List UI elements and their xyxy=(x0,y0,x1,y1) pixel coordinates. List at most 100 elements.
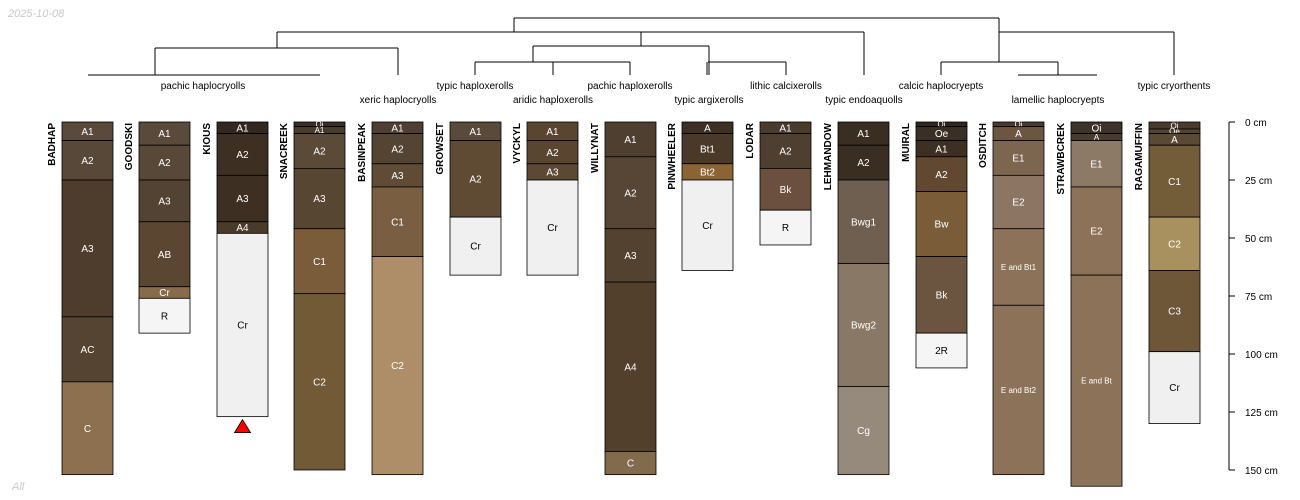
horizon-band xyxy=(604,451,657,476)
horizon-label: A2 xyxy=(857,158,870,169)
horizon-label: A4 xyxy=(624,362,637,373)
horizon-band xyxy=(1148,351,1201,424)
horizon-band xyxy=(915,256,968,334)
taxon-label: typic argixerolls xyxy=(675,95,744,106)
horizon-band xyxy=(915,332,968,369)
profile-name: LODAR xyxy=(745,122,756,158)
horizon-label: A1 xyxy=(315,126,325,135)
horizon-label: R xyxy=(782,223,789,234)
horizon-band xyxy=(61,316,114,383)
horizon-band xyxy=(61,179,114,318)
horizon-band xyxy=(992,304,1045,476)
depth-tick-label: 150 cm xyxy=(1245,466,1278,477)
profile-name: STRAWBCREK xyxy=(1056,122,1067,194)
horizon-label: Cr xyxy=(702,221,713,232)
horizon-band xyxy=(604,281,657,452)
depth-tick-label: 50 cm xyxy=(1245,234,1272,245)
horizon-label: E and Bt1 xyxy=(1001,263,1037,272)
horizon-label: C1 xyxy=(313,257,326,268)
horizon-label: E and Bt xyxy=(1081,377,1112,386)
horizon-band xyxy=(837,386,890,476)
horizon-band xyxy=(837,144,890,181)
horizon-label: C xyxy=(84,424,91,435)
horizon-band xyxy=(759,167,812,211)
profile-name: BADHAP xyxy=(47,123,58,166)
horizon-label: Bk xyxy=(780,185,793,196)
horizon-label: E1 xyxy=(1090,159,1103,170)
horizon-label: A2 xyxy=(313,147,326,158)
horizon-label: A3 xyxy=(158,196,171,207)
profile-name: RAGAMUFFIN xyxy=(1134,123,1145,190)
horizon-label: R xyxy=(161,311,168,322)
horizon-label: A3 xyxy=(313,194,326,205)
profile-name: VYCKYL xyxy=(512,123,523,164)
taxon-label: xeric haplocryolls xyxy=(360,95,437,106)
horizon-band xyxy=(604,121,657,158)
horizon-label: A2 xyxy=(236,150,249,161)
depth-tick-label: 25 cm xyxy=(1245,176,1272,187)
horizon-label: Oi xyxy=(316,120,324,129)
horizon-label: A1 xyxy=(391,123,404,134)
horizon-band xyxy=(759,209,812,246)
horizon-band xyxy=(526,179,579,276)
horizon-label: C xyxy=(627,459,634,470)
horizon-label: A2 xyxy=(469,174,482,185)
taxon-label: pachic haploxerolls xyxy=(587,81,672,92)
profile-name: MUIRAL xyxy=(901,123,912,162)
horizon-label: A xyxy=(1015,129,1022,140)
horizon-label: A3 xyxy=(624,251,637,262)
horizon-label: AC xyxy=(81,345,95,356)
horizon-band xyxy=(216,232,269,418)
horizon-band xyxy=(992,140,1045,176)
horizon-label: A1 xyxy=(236,123,249,134)
horizon-band xyxy=(138,297,191,334)
horizon-label: A xyxy=(1094,133,1100,142)
taxon-label: pachic haplocryolls xyxy=(161,81,246,92)
horizon-label: A1 xyxy=(81,127,94,138)
horizon-label: Cg xyxy=(857,426,870,437)
horizon-label: A1 xyxy=(546,127,559,138)
horizon-band xyxy=(216,133,269,176)
horizon-band xyxy=(138,144,191,181)
horizon-band xyxy=(449,216,502,276)
taxon-label: calcic haplocryepts xyxy=(899,81,983,92)
horizon-label: Cr xyxy=(159,288,170,299)
horizon-label: A3 xyxy=(391,171,404,182)
profile-name: LEHMANDOW xyxy=(823,122,834,190)
depth-tick-label: 100 cm xyxy=(1245,350,1278,361)
horizon-label: Bt1 xyxy=(700,144,715,155)
horizon-label: A3 xyxy=(236,194,249,205)
horizon-label: A1 xyxy=(857,129,870,140)
taxon-label: typic haploxerolls xyxy=(437,81,514,92)
horizon-band xyxy=(915,191,968,257)
horizon-label: A2 xyxy=(546,148,559,159)
profile-name: GROWSET xyxy=(435,123,446,175)
horizon-label: Oi xyxy=(1171,121,1179,130)
footer-label: All xyxy=(12,481,25,493)
horizon-label: A1 xyxy=(935,144,948,155)
horizon-label: A3 xyxy=(81,244,94,255)
depth-tick-label: 75 cm xyxy=(1245,292,1272,303)
truncation-marker xyxy=(233,418,252,434)
horizon-label: C1 xyxy=(391,217,404,228)
horizon-label: Bwg2 xyxy=(851,321,876,332)
horizon-label: 2R xyxy=(935,346,948,357)
horizon-label: Oi xyxy=(1015,120,1023,129)
horizon-label: Bt2 xyxy=(700,167,715,178)
horizon-label: C3 xyxy=(1168,307,1181,318)
horizon-label: Cr xyxy=(1169,383,1180,394)
taxon-label: lamellic haplocryepts xyxy=(1012,95,1105,106)
horizon-label: C2 xyxy=(391,361,404,372)
horizon-band xyxy=(371,256,424,476)
profile-name: GOODSKI xyxy=(124,123,135,170)
horizon-label: Cr xyxy=(547,223,558,234)
horizon-label: Cr xyxy=(470,242,481,253)
horizon-band xyxy=(992,228,1045,306)
horizon-band xyxy=(138,179,191,223)
profile-name: KIOUS xyxy=(202,123,213,155)
horizon-label: A2 xyxy=(158,158,171,169)
horizon-label: E and Bt2 xyxy=(1001,386,1037,395)
horizon-label: Cr xyxy=(237,321,248,332)
horizon-label: C2 xyxy=(313,377,326,388)
